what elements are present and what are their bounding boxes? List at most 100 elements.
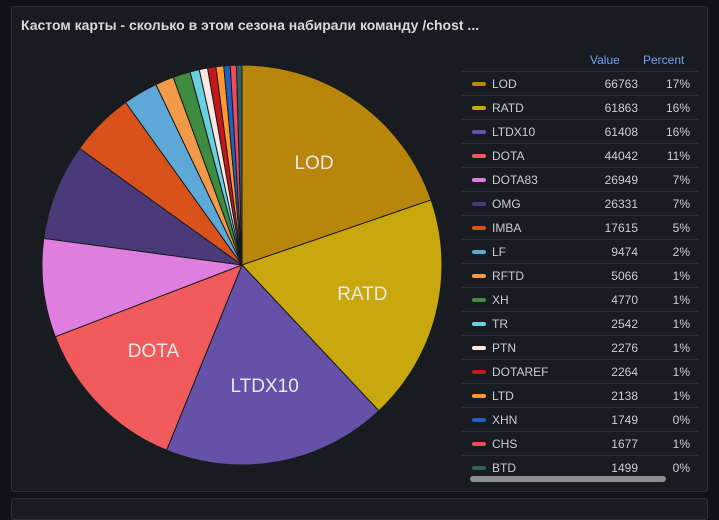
legend-swatch xyxy=(472,418,486,422)
legend-row[interactable]: IMBA 17615 5% xyxy=(462,215,698,239)
slice-label: RATD xyxy=(337,284,387,305)
legend-percent: 7% xyxy=(672,197,690,211)
legend-row[interactable]: DOTA83 26949 7% xyxy=(462,167,698,191)
legend-percent: 1% xyxy=(672,341,690,355)
legend-value: 1749 xyxy=(611,413,638,427)
legend-percent: 0% xyxy=(672,461,690,475)
legend-swatch xyxy=(472,154,486,158)
legend-label: IMBA xyxy=(492,221,522,235)
legend-value: 26949 xyxy=(604,173,638,187)
legend-swatch xyxy=(472,274,486,278)
legend-row[interactable]: LOD 66763 17% xyxy=(462,71,698,95)
legend-header[interactable]: Percent xyxy=(643,53,685,67)
legend-value: 44042 xyxy=(604,149,638,163)
legend-row[interactable]: LTD 2138 1% xyxy=(462,383,698,407)
legend-label: PTN xyxy=(492,341,516,355)
legend-header[interactable]: Value xyxy=(590,53,620,67)
legend-value: 1677 xyxy=(611,437,638,451)
legend-swatch xyxy=(472,394,486,398)
legend-swatch xyxy=(472,130,486,134)
legend-row[interactable]: PTN 2276 1% xyxy=(462,335,698,359)
pie-slice xyxy=(165,264,380,466)
legend-row[interactable]: BTD 1499 0% xyxy=(462,455,698,479)
legend-value: 17615 xyxy=(604,221,638,235)
legend-percent: 11% xyxy=(666,149,690,163)
pie-slice xyxy=(43,147,243,266)
legend-swatch xyxy=(472,202,486,206)
legend-row[interactable]: LTDX10 61408 16% xyxy=(462,119,698,143)
legend-value: 1499 xyxy=(611,461,638,475)
legend-row[interactable]: RFTD 5066 1% xyxy=(462,263,698,287)
legend: Value Percent LOD 66763 17% RATD 61863 16% LTD… xyxy=(462,47,698,487)
legend-percent: 2% xyxy=(672,245,690,259)
legend-label: OMG xyxy=(492,197,521,211)
legend-percent: 16% xyxy=(665,125,690,139)
legend-swatch xyxy=(472,226,486,230)
legend-percent: 1% xyxy=(672,317,690,331)
legend-swatch xyxy=(472,250,486,254)
legend-percent: 1% xyxy=(672,437,690,451)
legend-swatch xyxy=(472,178,486,182)
legend-value: 26331 xyxy=(604,197,638,211)
legend-row[interactable]: RATD 61863 16% xyxy=(462,95,698,119)
legend-percent: 1% xyxy=(672,269,690,283)
pie-slice xyxy=(41,237,243,338)
legend-row[interactable]: XH 4770 1% xyxy=(462,287,698,311)
legend-value: 4770 xyxy=(611,293,638,307)
legend-label: BTD xyxy=(492,461,516,475)
legend-label: TR xyxy=(492,317,508,331)
legend-label: XH xyxy=(492,293,509,307)
legend-swatch xyxy=(472,298,486,302)
legend-swatch xyxy=(472,322,486,326)
legend-percent: 7% xyxy=(672,173,690,187)
legend-swatch xyxy=(472,370,486,374)
legend-value: 61408 xyxy=(604,125,638,139)
slice-label: DOTA xyxy=(128,341,180,362)
slice-label: LTDX10 xyxy=(230,376,298,397)
legend-label: DOTA83 xyxy=(492,173,538,187)
legend-label: LTDX10 xyxy=(492,125,536,139)
legend-row[interactable]: TR 2542 1% xyxy=(462,311,698,335)
legend-label: LF xyxy=(492,245,507,259)
legend-label: RFTD xyxy=(492,269,524,283)
legend-row[interactable]: XHN 1749 0% xyxy=(462,407,698,431)
legend-row[interactable]: CHS 1677 1% xyxy=(462,431,698,455)
pie-slice xyxy=(235,64,243,266)
legend-row[interactable]: OMG 26331 7% xyxy=(462,191,698,215)
scrollbar[interactable] xyxy=(462,475,694,483)
pie-slice xyxy=(241,199,443,412)
legend-swatch xyxy=(472,346,486,350)
legend-row[interactable]: DOTAREF 2264 1% xyxy=(462,359,698,383)
legend-swatch xyxy=(472,82,486,86)
legend-value: 66763 xyxy=(604,77,638,91)
legend-value: 61863 xyxy=(604,101,638,115)
legend-label: CHS xyxy=(492,437,518,451)
legend-label: LTD xyxy=(492,389,514,403)
legend-swatch xyxy=(472,466,486,470)
legend-value: 2138 xyxy=(611,389,638,403)
legend-percent: 1% xyxy=(672,365,690,379)
legend-row[interactable]: DOTA 44042 11% xyxy=(462,143,698,167)
legend-value: 2542 xyxy=(611,317,638,331)
legend-row[interactable]: LF 9474 2% xyxy=(462,239,698,263)
legend-swatch xyxy=(472,106,486,110)
pie-slice xyxy=(54,264,243,451)
pie-slice xyxy=(241,64,432,266)
legend-percent: 0% xyxy=(672,413,690,427)
slice-label: LOD xyxy=(294,153,333,174)
legend-label: DOTAREF xyxy=(492,365,549,379)
legend-percent: 5% xyxy=(672,221,690,235)
legend-label: DOTA xyxy=(492,149,525,163)
legend-percent: 1% xyxy=(672,389,690,403)
legend-swatch xyxy=(472,442,486,446)
page: {"chart_data": {"type": "pie", "title": … xyxy=(11,6,708,520)
legend-percent: 1% xyxy=(672,293,690,307)
panel-title: Кастом карты - сколько в этом сезона наб… xyxy=(21,17,480,33)
legend-percent: 16% xyxy=(665,101,690,115)
legend-value: 2276 xyxy=(611,341,638,355)
legend-value: 5066 xyxy=(611,269,638,283)
legend-value: 2264 xyxy=(611,365,638,379)
legend-label: RATD xyxy=(492,101,524,115)
legend-value: 9474 xyxy=(611,245,638,259)
legend-label: XHN xyxy=(492,413,518,427)
